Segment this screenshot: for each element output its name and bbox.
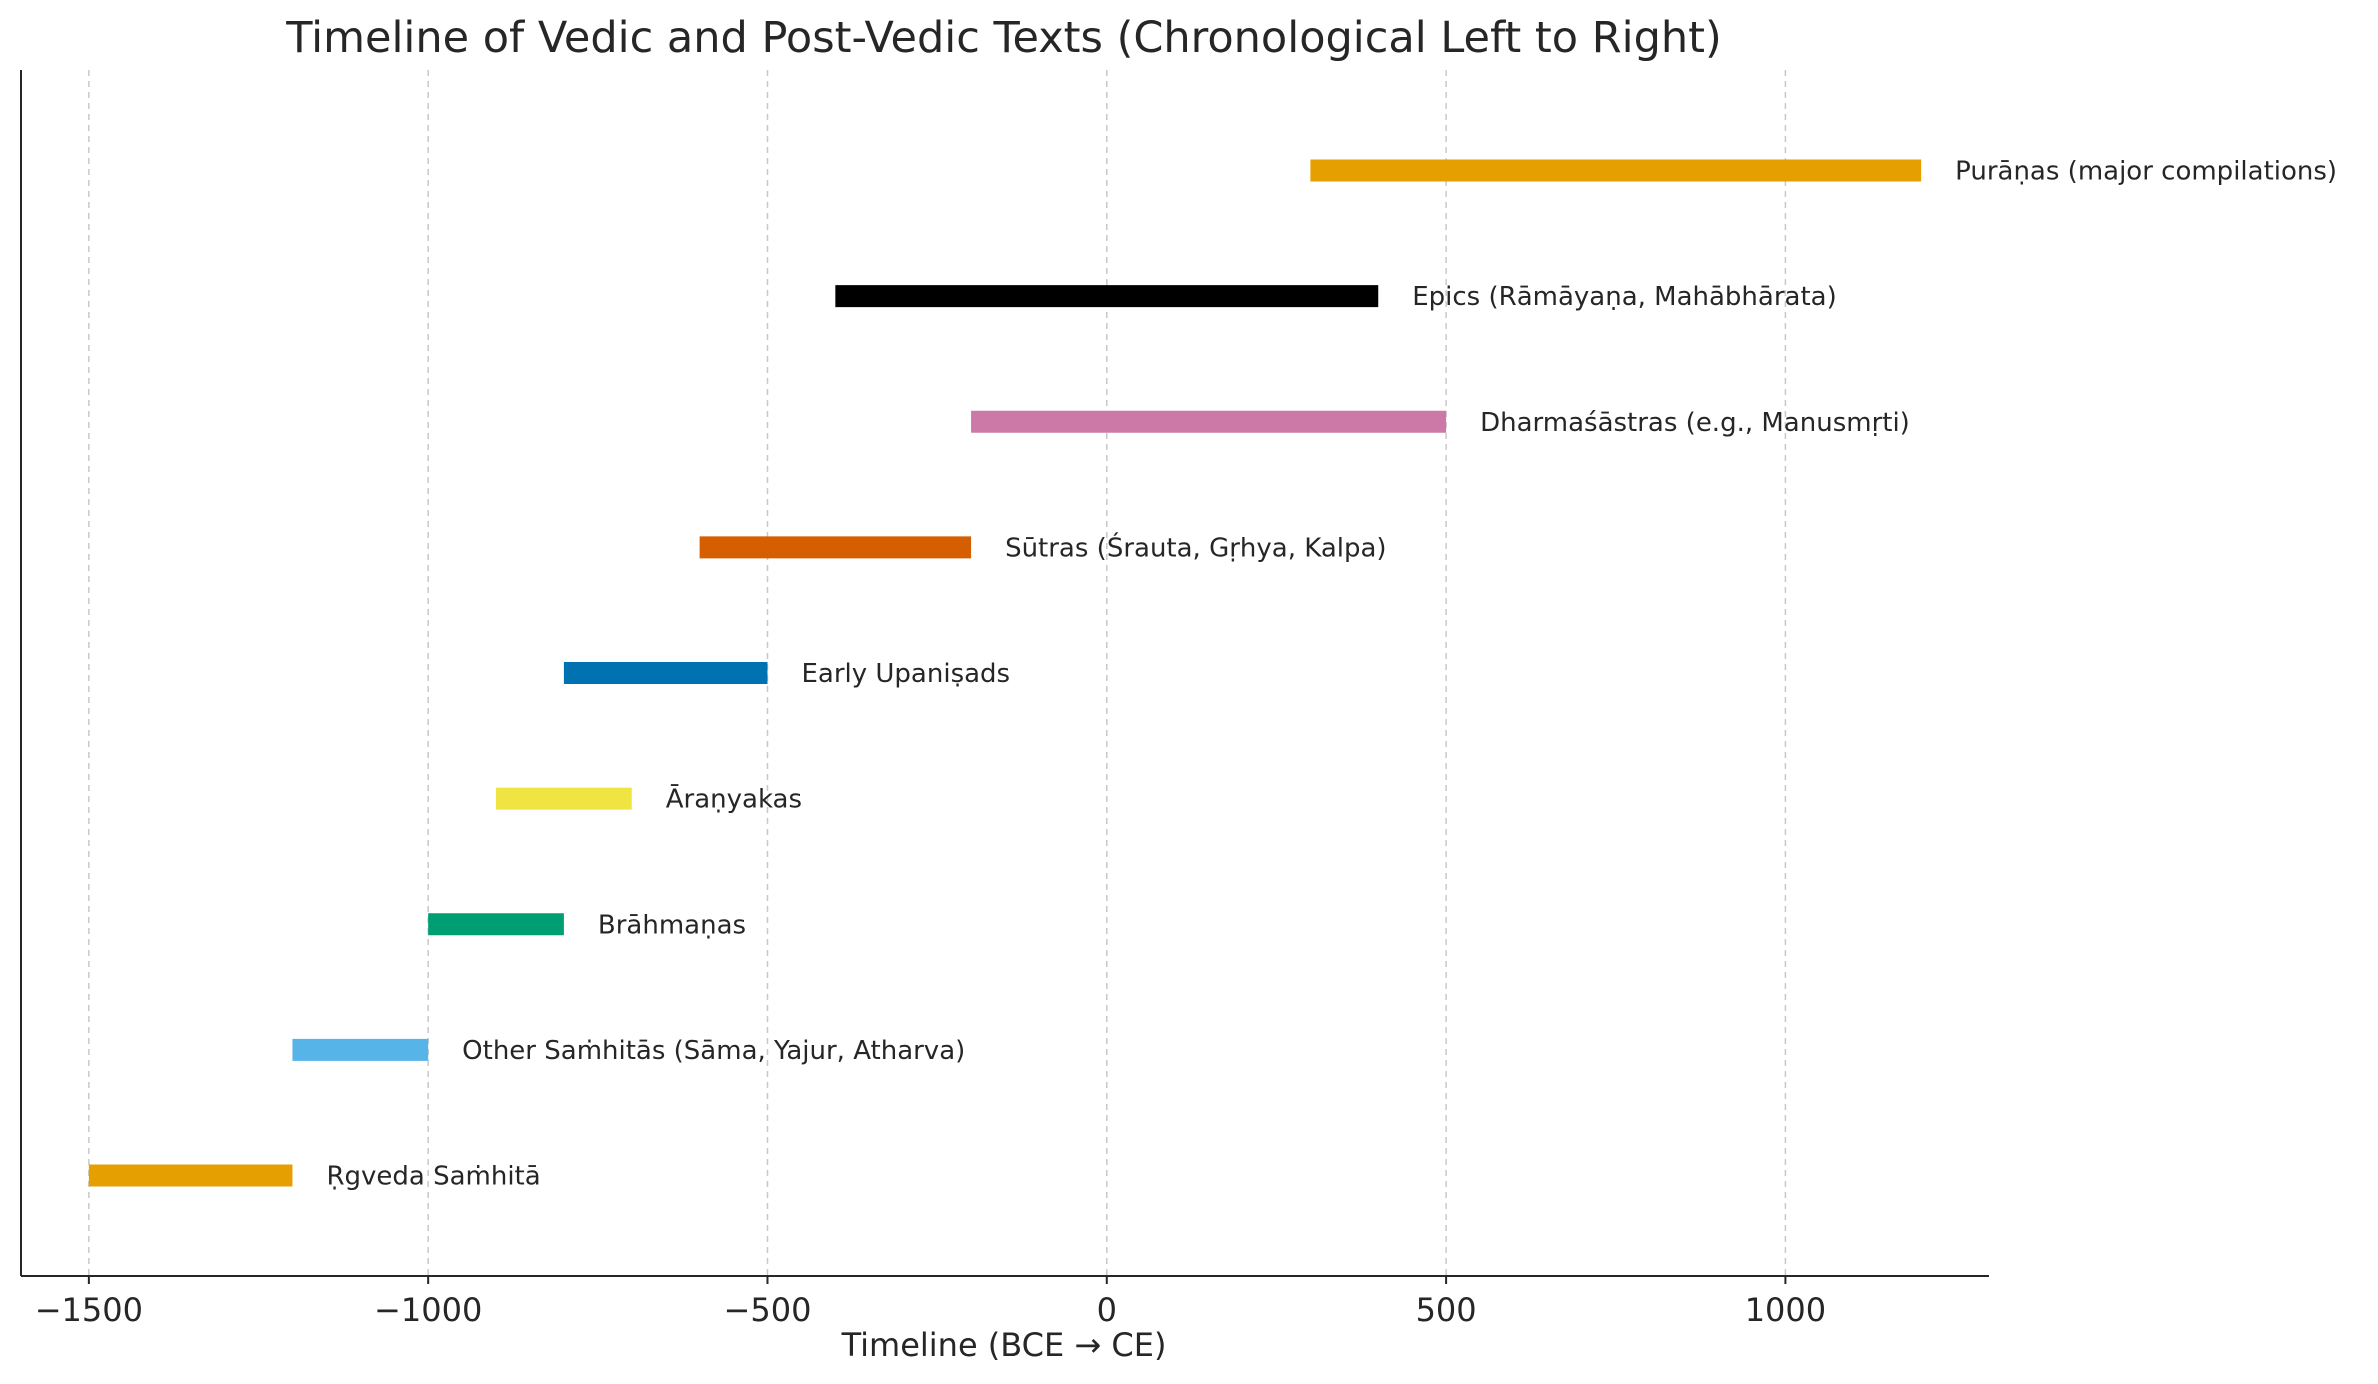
timeline-bar	[496, 787, 632, 810]
timeline-bar	[699, 536, 972, 559]
x-tick-label: −1000	[374, 1291, 482, 1329]
x-tick-label: 1000	[1745, 1291, 1826, 1329]
bar-label: Early Upaniṣads	[801, 659, 1010, 689]
x-axis-ticks: −1500 −1000 −500 0 500 1000	[35, 1276, 1826, 1329]
bar-label: Āraṇyakas	[666, 784, 802, 815]
bar-label: Brāhmaṇas	[598, 910, 746, 940]
bar-label: Dharmaśāstras (e.g., Manusmṛti)	[1480, 408, 1910, 438]
bar-label: Epics (Rāmāyaṇa, Mahābhārata)	[1412, 282, 1837, 312]
bars	[88, 159, 1922, 1187]
chart-title: Timeline of Vedic and Post-Vedic Texts (…	[285, 13, 1722, 63]
timeline-bar	[428, 913, 564, 936]
timeline-bar	[563, 662, 768, 684]
timeline-bar	[1310, 159, 1922, 182]
bar-labels: Ṛgveda Saṁhitā Other Saṁhitās (Sāma, Yaju…	[326, 157, 2337, 1192]
grid-lines	[88, 70, 1787, 1276]
bar-label: Sūtras (Śrauta, Gṛhya, Kalpa)	[1005, 531, 1387, 563]
bar-label: Purāṇas (major compilations)	[1955, 157, 2337, 187]
bar-label: Ṛgveda Saṁhitā	[326, 1162, 540, 1192]
x-tick-label: 0	[1097, 1291, 1117, 1329]
x-axis-label: Timeline (BCE → CE)	[841, 1326, 1167, 1364]
x-tick-label: −500	[724, 1291, 812, 1329]
timeline-bar	[88, 1164, 293, 1187]
timeline-bar	[971, 410, 1447, 433]
x-tick-label: −1500	[35, 1291, 143, 1329]
x-tick-label: 500	[1416, 1291, 1477, 1329]
bar-label: Other Saṁhitās (Sāma, Yajur, Atharva)	[462, 1036, 965, 1066]
timeline-bar	[835, 285, 1379, 308]
timeline-bar	[292, 1038, 429, 1061]
